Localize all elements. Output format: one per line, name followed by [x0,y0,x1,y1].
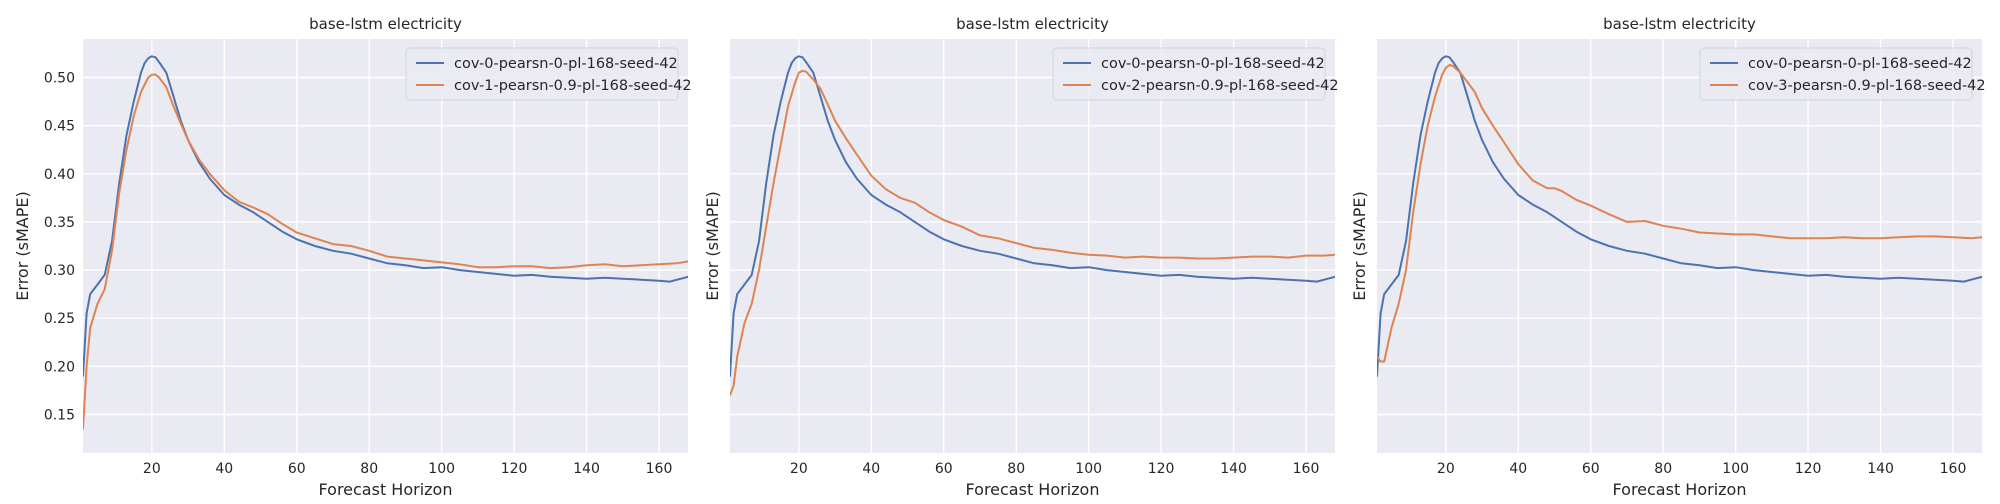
legend-box [405,47,679,101]
gridlines [1377,39,1982,453]
y-tick-label: 0.20 [44,359,75,375]
x-tick-label: 80 [360,461,378,477]
series-line-2 [83,73,688,430]
legend-box [1052,47,1326,101]
y-tick-label: 0.15 [44,407,75,423]
chart-panel-2: 20 40 60 80 100 120 140 160 base-lstm electricit… [703,15,1339,499]
x-tick-label: 120 [1795,461,1822,477]
x-tick-label: 160 [1293,461,1320,477]
x-tick-label: 40 [1509,461,1527,477]
x-axis-label: Forecast Horizon [1613,480,1747,499]
y-tick-label: 0.40 [44,167,75,183]
y-axis-label: Error (sMAPE) [1350,191,1369,300]
series-lines [83,55,688,430]
y-tick-label: 0.25 [44,311,75,327]
legend-entry: cov-0-pearsn-0-pl-168-seed-42 [1748,56,1972,72]
x-axis-label: Forecast Horizon [319,480,453,499]
legend-entry: cov-0-pearsn-0-pl-168-seed-42 [454,56,678,72]
x-tick-label: 100 [1075,461,1102,477]
legend: cov-0-pearsn-0-pl-168-seed-42 cov-3-pears… [1699,47,1986,101]
plot-background [1377,39,1982,453]
x-tick-label: 120 [501,461,528,477]
x-tick-label: 140 [1220,461,1247,477]
series-line-2 [730,69,1335,397]
legend: cov-0-pearsn-0-pl-168-seed-42 cov-1-pears… [405,47,692,101]
chart-panel-3: 20 40 60 80 100 120 140 160 base-lstm electricit… [1350,15,1986,499]
legend-entry: cov-2-pearsn-0.9-pl-168-seed-42 [1101,78,1339,94]
x-tick-label: 60 [288,461,306,477]
x-tick-label: 100 [428,461,455,477]
x-tick-label: 60 [1582,461,1600,477]
legend-entry: cov-0-pearsn-0-pl-168-seed-42 [1101,56,1325,72]
series-line-1 [730,55,1335,377]
legend-box [1699,47,1973,101]
x-tick-label: 120 [1148,461,1175,477]
series-line-1 [83,55,688,377]
legend-entry: cov-1-pearsn-0.9-pl-168-seed-42 [454,78,692,94]
series-lines [730,55,1335,397]
series-line-1 [1377,55,1982,377]
x-tick-label: 20 [1437,461,1455,477]
y-tick-label: 0.50 [44,71,75,87]
x-tick-label: 160 [1940,461,1967,477]
legend-entry: cov-3-pearsn-0.9-pl-168-seed-42 [1748,78,1986,94]
x-tick-label: 80 [1007,461,1025,477]
x-tick-label: 20 [143,461,161,477]
x-tick-label: 80 [1654,461,1672,477]
x-axis-label: Forecast Horizon [966,480,1100,499]
y-tick-label: 0.30 [44,263,75,279]
series-line-2 [1377,64,1982,363]
chart-title: base-lstm electricity [309,15,462,33]
x-tick-label: 60 [935,461,953,477]
legend: cov-0-pearsn-0-pl-168-seed-42 cov-2-pears… [1052,47,1339,101]
y-tick-label: 0.35 [44,215,75,231]
x-tick-label: 140 [1867,461,1894,477]
x-tick-label: 140 [573,461,600,477]
series-lines [1377,55,1982,377]
y-axis-label: Error (sMAPE) [703,191,722,300]
chart-title: base-lstm electricity [1603,15,1756,33]
x-tick-label: 40 [215,461,233,477]
x-tick-label: 160 [646,461,673,477]
plot-background [730,39,1335,453]
gridlines [83,39,688,453]
chart-panel-1: 20 40 60 80 100 120 140 160 0.15 0.20 0.25 0.30 0.35… [13,15,692,499]
y-tick-label: 0.45 [44,119,75,135]
x-tick-label: 20 [790,461,808,477]
chart-title: base-lstm electricity [956,15,1109,33]
x-tick-label: 100 [1722,461,1749,477]
plot-background [83,39,688,453]
x-tick-label: 40 [862,461,880,477]
y-axis-label: Error (sMAPE) [13,191,32,300]
